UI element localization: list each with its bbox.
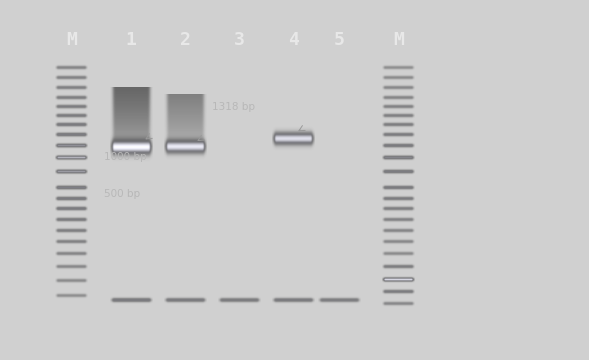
Text: 500 bp: 500 bp (104, 189, 140, 199)
Text: 5: 5 (333, 31, 345, 49)
Text: 2: 2 (180, 31, 190, 49)
Text: 1318 bp: 1318 bp (212, 102, 255, 112)
Text: M: M (393, 31, 404, 49)
Text: M: M (66, 31, 77, 49)
Text: 1000 bp: 1000 bp (104, 153, 147, 162)
Text: 3: 3 (234, 31, 244, 49)
Text: 1: 1 (125, 31, 136, 49)
Text: 4: 4 (288, 31, 299, 49)
